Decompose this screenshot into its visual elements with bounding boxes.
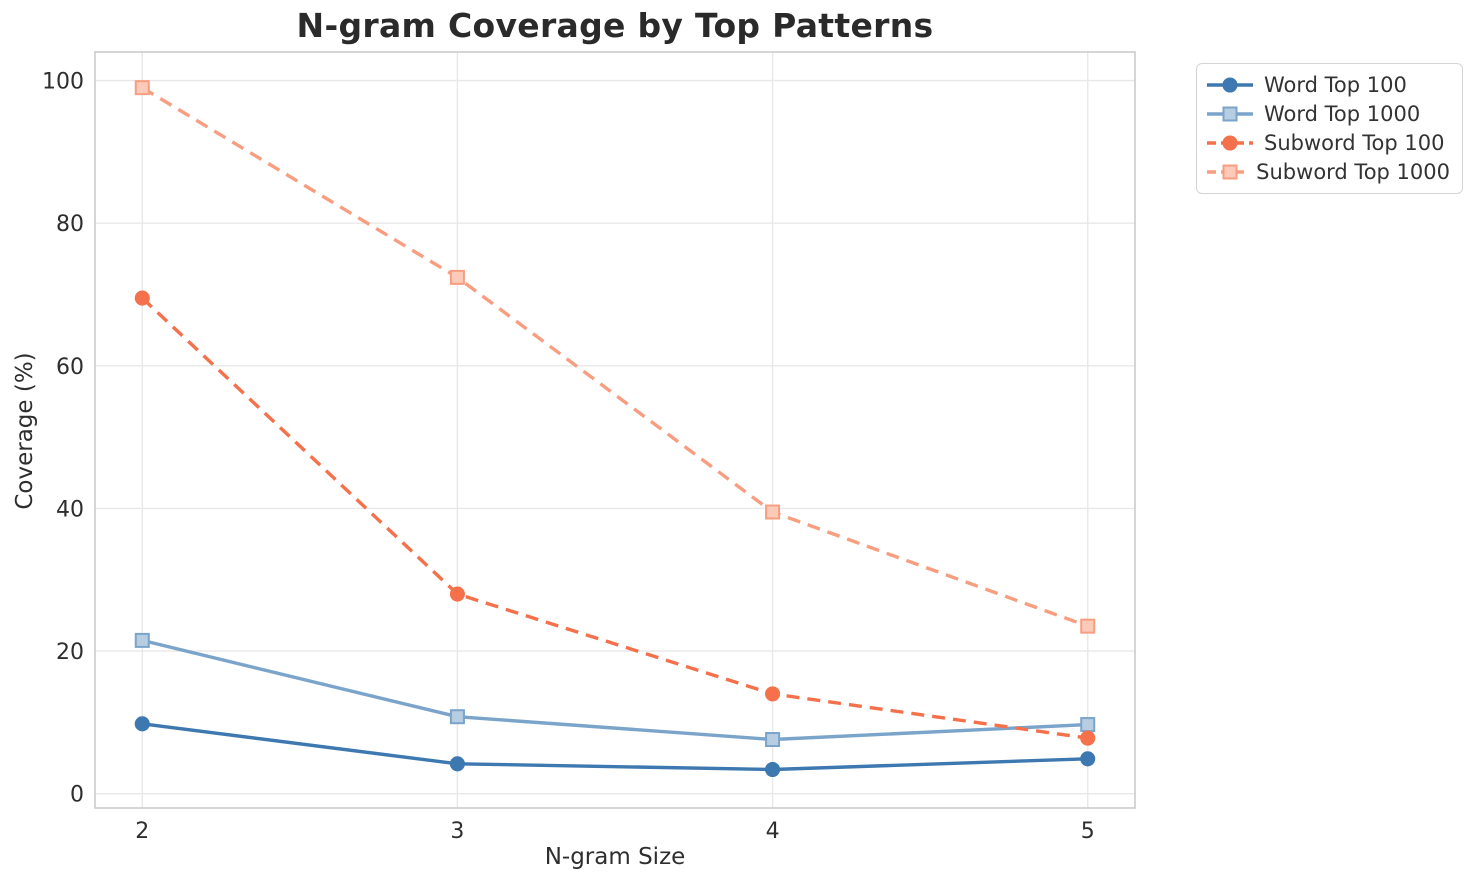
- y-tick-label: 100: [42, 70, 84, 95]
- marker-subword-top-100: [134, 290, 150, 306]
- marker-word-top-100: [134, 716, 150, 732]
- legend-marker-square-icon: [1222, 106, 1238, 122]
- legend-sample-circle-icon: [1207, 77, 1253, 93]
- legend-sample-circle-icon: [1207, 135, 1253, 151]
- marker-word-top-1000: [449, 709, 465, 725]
- legend-marker-circle-icon: [1222, 135, 1238, 151]
- y-tick-label: 0: [70, 783, 84, 808]
- marker-word-top-100: [765, 761, 781, 778]
- legend-sample-square-icon: [1207, 106, 1253, 122]
- y-axis-label: Coverage (%): [12, 352, 38, 510]
- marker-word-top-1000: [1080, 717, 1096, 733]
- marker-subword-top-1000: [449, 269, 465, 285]
- marker-subword-top-1000: [134, 80, 150, 96]
- marker-subword-top-100: [449, 586, 465, 602]
- legend-sample-square-icon: [1207, 164, 1248, 180]
- legend-label: Word Top 1000: [1264, 102, 1421, 126]
- legend: Word Top 100 Word Top 1000 Subword Top 100…: [1196, 63, 1463, 194]
- plot-border: [94, 51, 1136, 809]
- y-tick-label: 20: [56, 640, 84, 665]
- marker-word-top-1000: [134, 632, 150, 648]
- marker-subword-top-100: [765, 686, 781, 702]
- x-tick-label: 2: [135, 819, 149, 844]
- y-tick-label: 40: [56, 497, 84, 522]
- legend-item-word-top-1000: Word Top 1000: [1205, 100, 1450, 128]
- legend-item-subword-top-100: Subword Top 100: [1205, 129, 1450, 157]
- series-line-subword-top-1000: [141, 86, 1089, 628]
- y-tick-label: 60: [56, 355, 84, 380]
- x-tick-label: 4: [766, 819, 780, 844]
- legend-label: Word Top 100: [1264, 73, 1407, 97]
- marker-subword-top-100: [1080, 730, 1096, 746]
- legend-item-word-top-100: Word Top 100: [1205, 71, 1450, 99]
- series-line-subword-top-100: [141, 296, 1088, 740]
- y-tick-label: 80: [56, 212, 84, 237]
- x-tick-label: 3: [450, 819, 464, 844]
- legend-item-subword-top-1000: Subword Top 1000: [1205, 158, 1450, 186]
- marker-word-top-1000: [765, 732, 781, 748]
- chart-title: N-gram Coverage by Top Patterns: [296, 6, 934, 45]
- marker-word-top-100: [1080, 751, 1096, 767]
- marker-subword-top-1000: [1080, 618, 1096, 634]
- series-line-word-top-100: [142, 722, 1088, 772]
- marker-word-top-100: [449, 756, 465, 772]
- legend-marker-circle-icon: [1222, 77, 1238, 93]
- legend-marker-square-icon: [1222, 164, 1238, 180]
- x-tick-label: 5: [1081, 819, 1095, 844]
- legend-label: Subword Top 100: [1264, 131, 1445, 155]
- series-line-word-top-1000: [141, 638, 1088, 742]
- marker-subword-top-1000: [765, 504, 781, 520]
- legend-label: Subword Top 1000: [1256, 160, 1450, 184]
- x-axis-label: N-gram Size: [544, 844, 686, 870]
